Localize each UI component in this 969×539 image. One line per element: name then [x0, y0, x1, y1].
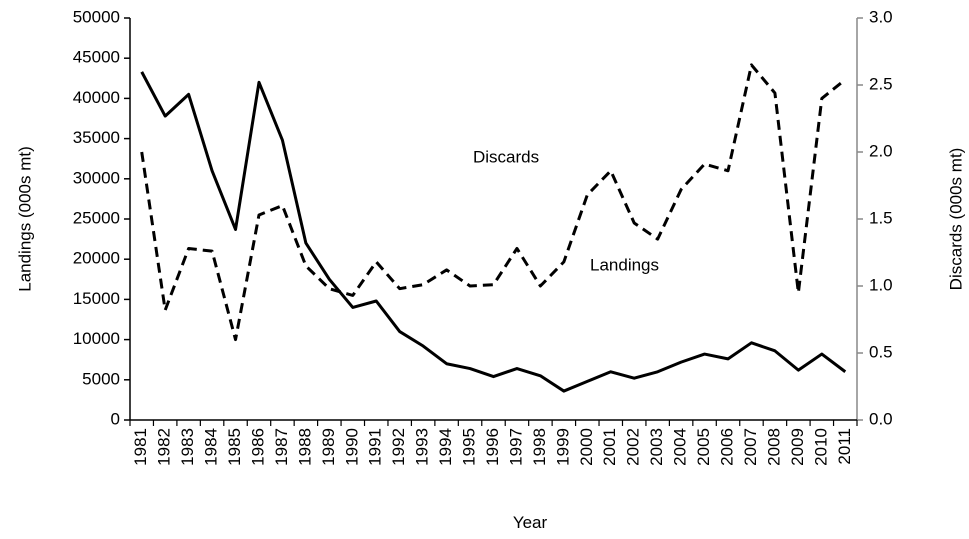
y-tick-label: 25000	[73, 208, 120, 227]
x-tick-label: 1991	[366, 428, 385, 466]
y-tick-label: 35000	[73, 128, 120, 147]
y2-tick-label: 3.0	[869, 7, 893, 26]
y2-tick-label: 0.5	[869, 342, 893, 361]
y2-tick-label: 2.5	[869, 74, 893, 93]
x-tick-label: 1995	[460, 428, 479, 466]
x-tick-label: 1997	[506, 428, 525, 466]
x-tick-label: 1984	[202, 428, 221, 466]
x-axis-label: Year	[513, 513, 548, 532]
y-tick-label: 10000	[73, 329, 120, 348]
x-tick-label: 2005	[694, 428, 713, 466]
x-tick-label: 1998	[530, 428, 549, 466]
x-tick-label: 2003	[647, 428, 666, 466]
x-tick-label: 1996	[483, 428, 502, 466]
x-tick-label: 2006	[718, 428, 737, 466]
x-tick-label: 1992	[389, 428, 408, 466]
x-tick-label: 1982	[155, 428, 174, 466]
y-tick-label: 15000	[73, 289, 120, 308]
y-tick-label: 20000	[73, 249, 120, 268]
y-axis-label: Landings (000s mt)	[15, 146, 34, 292]
y2-tick-label: 0.0	[869, 409, 893, 428]
y2-tick-label: 1.5	[869, 208, 893, 227]
y-tick-label: 30000	[73, 168, 120, 187]
x-tick-label: 1988	[295, 428, 314, 466]
x-tick-label: 2010	[811, 428, 830, 466]
y-tick-label: 40000	[73, 88, 120, 107]
x-tick-label: 2002	[624, 428, 643, 466]
x-tick-label: 2008	[764, 428, 783, 466]
x-tick-label: 2007	[741, 428, 760, 466]
x-tick-label: 2001	[600, 428, 619, 466]
series-annotation: Discards	[473, 147, 539, 166]
series-line	[140, 63, 847, 342]
x-tick-label: 1981	[131, 428, 150, 466]
x-tick-label: 1990	[342, 428, 361, 466]
x-tick-label: 1983	[178, 428, 197, 466]
y2-tick-label: 1.0	[869, 275, 893, 294]
y-tick-label: 0	[111, 409, 120, 428]
y2-tick-label: 2.0	[869, 141, 893, 160]
x-tick-label: 2000	[577, 428, 596, 466]
x-tick-label: 1989	[319, 428, 338, 466]
x-tick-label: 1985	[225, 428, 244, 466]
x-tick-label: 2009	[788, 428, 807, 466]
x-tick-label: 1994	[436, 428, 455, 466]
x-tick-label: 2011	[835, 428, 854, 465]
x-tick-label: 2004	[671, 428, 690, 466]
x-tick-label: 1993	[413, 428, 432, 466]
x-tick-label: 1986	[248, 428, 267, 466]
y-tick-label: 45000	[73, 48, 120, 67]
y2-axis-label: Discards (000s mt)	[946, 148, 965, 291]
series-line	[140, 71, 847, 393]
series-annotation: Landings	[590, 255, 659, 274]
y-tick-label: 5000	[82, 369, 120, 388]
x-tick-label: 1999	[553, 428, 572, 466]
x-tick-label: 1987	[272, 428, 291, 466]
y-tick-label: 50000	[73, 7, 120, 26]
